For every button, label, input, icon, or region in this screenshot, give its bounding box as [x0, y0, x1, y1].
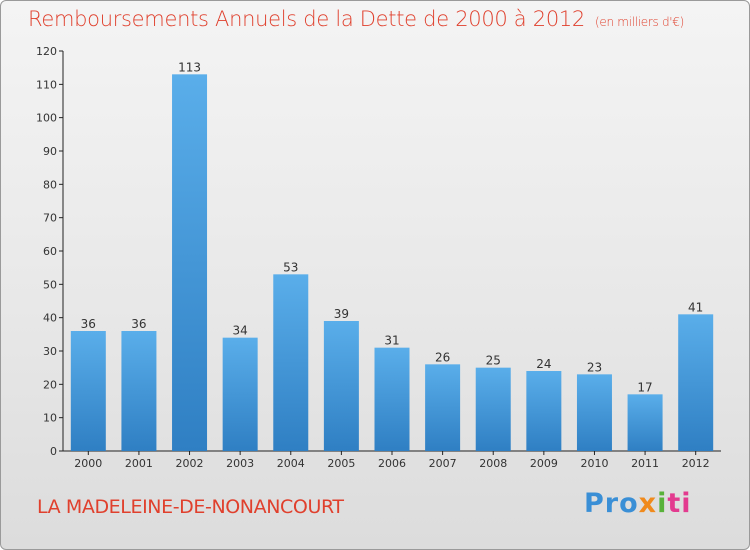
chart-title: Remboursements Annuels de la Dette de 20…: [28, 7, 684, 31]
x-tick-label: 2003: [226, 457, 254, 470]
data-label: 17: [637, 380, 652, 394]
x-tick-label: 2000: [74, 457, 102, 470]
data-label: 113: [178, 60, 201, 74]
chart-subtitle: (en milliers d'€): [595, 15, 685, 29]
y-tick-label: 50: [43, 278, 57, 291]
data-label: 39: [334, 307, 349, 321]
data-label: 41: [688, 300, 703, 314]
y-tick-label: 70: [43, 212, 57, 225]
data-label: 31: [384, 334, 399, 348]
y-tick-label: 110: [36, 78, 57, 91]
x-tick-label: 2011: [631, 457, 659, 470]
bar-2012: [678, 314, 714, 451]
x-tick-label: 2007: [429, 457, 457, 470]
y-tick-label: 0: [50, 445, 57, 458]
bar-2004: [273, 274, 309, 451]
x-tick-label: 2004: [277, 457, 305, 470]
x-tick-label: 2009: [530, 457, 558, 470]
chart-title-text: Remboursements Annuels de la Dette de 20…: [28, 7, 585, 31]
y-tick-label: 30: [43, 345, 57, 358]
bar-2006: [374, 347, 410, 451]
x-tick-label: 2001: [125, 457, 153, 470]
x-tick-label: 2006: [378, 457, 406, 470]
data-label: 36: [131, 317, 146, 331]
y-tick-label: 20: [43, 378, 57, 391]
y-tick-label: 10: [43, 412, 57, 425]
proxiti-logo: Proxiti: [584, 488, 692, 519]
bar-2009: [526, 371, 562, 451]
y-tick-label: 90: [43, 145, 57, 158]
y-tick-label: 60: [43, 245, 57, 258]
x-tick-label: 2002: [176, 457, 204, 470]
y-tick-label: 120: [36, 45, 57, 58]
commune-name: LA MADELEINE-DE-NONANCOURT: [37, 496, 344, 518]
bar-2003: [222, 337, 258, 451]
y-tick-label: 40: [43, 312, 57, 325]
data-label: 23: [587, 360, 602, 374]
data-label: 34: [233, 324, 248, 338]
bar-2000: [70, 331, 106, 451]
bar-2007: [425, 364, 461, 451]
data-label: 25: [486, 354, 501, 368]
bar-2010: [576, 374, 612, 451]
y-tick-label: 80: [43, 178, 57, 191]
y-tick-label: 100: [36, 112, 57, 125]
bar-2008: [475, 367, 511, 451]
x-tick-label: 2008: [479, 457, 507, 470]
data-label: 53: [283, 260, 298, 274]
x-tick-label: 2010: [580, 457, 608, 470]
data-label: 24: [536, 357, 551, 371]
x-tick-label: 2005: [327, 457, 355, 470]
bar-2002: [172, 74, 208, 451]
data-label: 36: [81, 317, 96, 331]
data-label: 26: [435, 350, 450, 364]
bar-2005: [323, 321, 359, 451]
x-tick-label: 2012: [682, 457, 710, 470]
bar-2011: [627, 394, 663, 451]
bar-2001: [121, 331, 157, 451]
